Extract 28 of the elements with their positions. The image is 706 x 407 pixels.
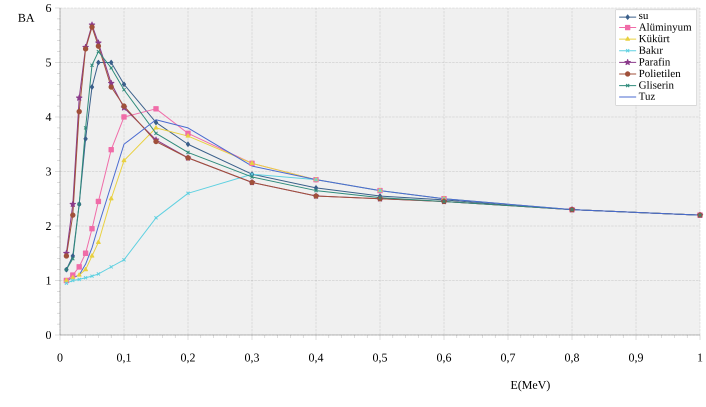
x-tick-label: 0 bbox=[57, 354, 63, 362]
x-tick-label: 0,9 bbox=[628, 354, 643, 364]
y-tick-label: 0 bbox=[46, 330, 52, 340]
legend-label: Polietilen bbox=[638, 69, 681, 78]
legend-label: Alüminyum bbox=[638, 22, 692, 33]
y-tick-label: 3 bbox=[46, 167, 52, 176]
x-axis-title: E(MeV) bbox=[510, 380, 550, 392]
legend-label: Bakır bbox=[638, 46, 663, 54]
y-tick-label: 4 bbox=[46, 113, 52, 121]
legend-label: Tuz bbox=[638, 92, 656, 100]
x-tick-label: 0,5 bbox=[372, 354, 388, 364]
y-tick-label: 2 bbox=[46, 222, 51, 230]
legend-label: Parafin bbox=[638, 58, 670, 66]
x-tick-label: 0,1 bbox=[116, 354, 131, 364]
legend-label: Kükürt bbox=[638, 34, 670, 42]
y-axis-title: BA bbox=[18, 14, 34, 22]
y-tick-label: 1 bbox=[46, 276, 51, 284]
y-tick-label: 5 bbox=[46, 58, 52, 66]
x-tick-label: 0,3 bbox=[244, 354, 260, 364]
x-tick-label: 0,8 bbox=[564, 354, 580, 364]
x-tick-label: 0,4 bbox=[308, 354, 324, 364]
legend-label: Gliserin bbox=[639, 81, 674, 89]
x-tick-label: 0,7 bbox=[500, 354, 516, 364]
legend-label: su bbox=[639, 14, 648, 20]
y-tick-label: 6 bbox=[46, 4, 52, 12]
x-tick-label: 0,2 bbox=[180, 354, 195, 364]
x-tick-label: 1 bbox=[698, 354, 702, 362]
x-tick-label: 0,6 bbox=[436, 354, 452, 364]
